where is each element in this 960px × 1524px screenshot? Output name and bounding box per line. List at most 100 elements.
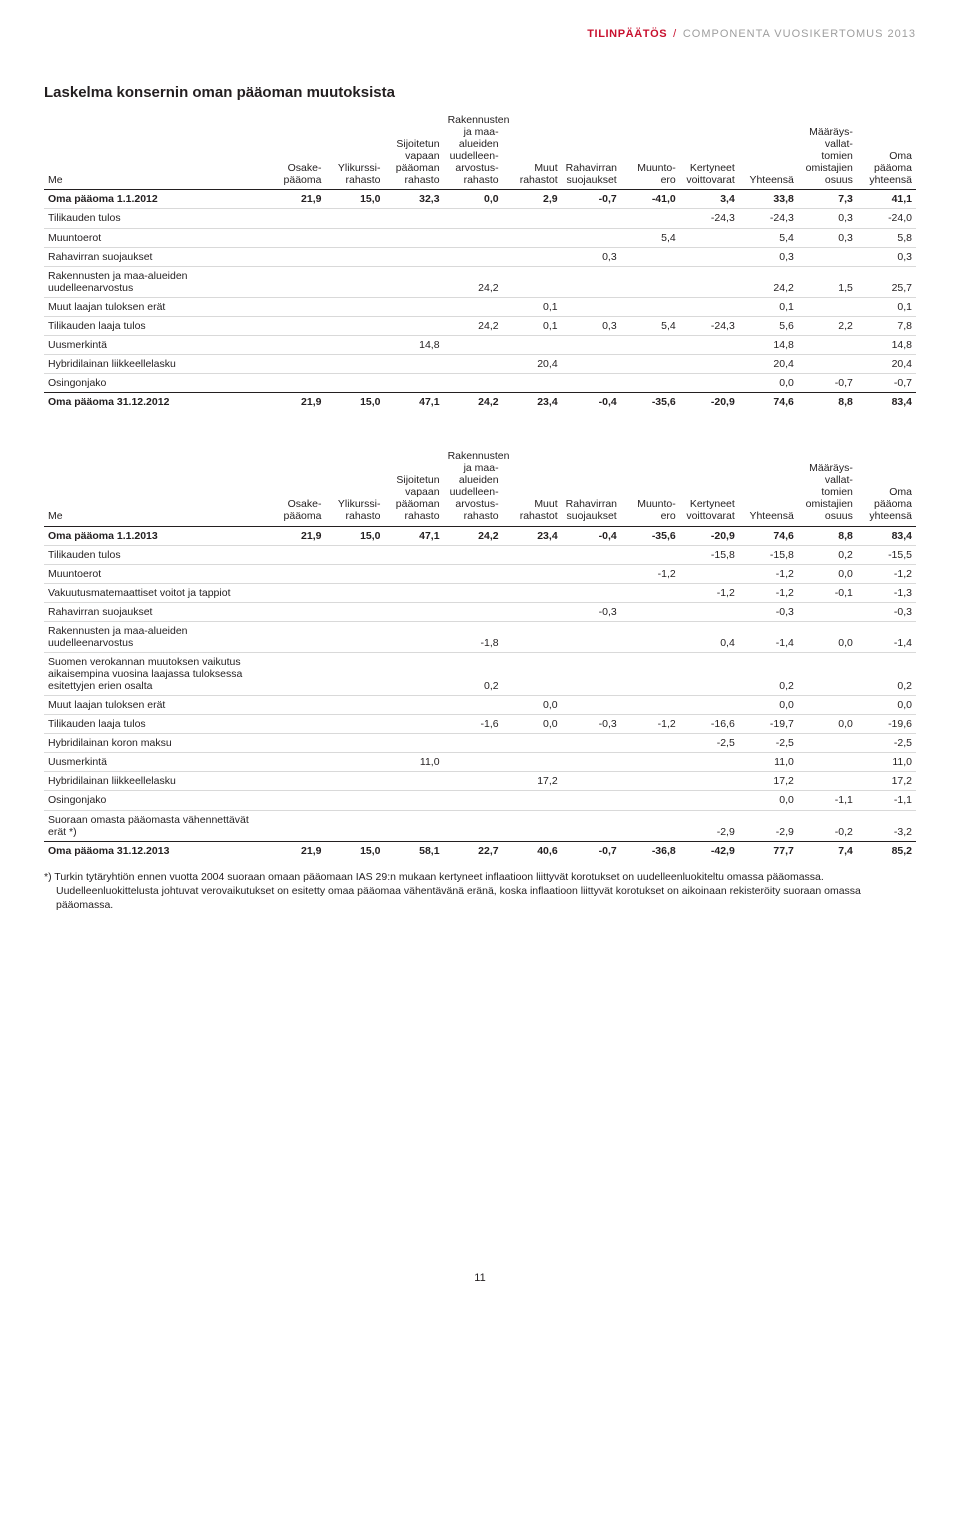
cell-value bbox=[562, 297, 621, 316]
row-label: Hybridilainan liikkeellelasku bbox=[44, 354, 266, 373]
cell-value bbox=[621, 335, 680, 354]
cell-value: 23,4 bbox=[503, 393, 562, 412]
cell-value bbox=[444, 209, 503, 228]
cell-value bbox=[680, 696, 739, 715]
col-header: Määräys-vallat-tomienomistajienosuus bbox=[798, 111, 857, 190]
cell-value bbox=[385, 374, 444, 393]
cell-value: 1,5 bbox=[798, 266, 857, 297]
cell-value: -1,2 bbox=[621, 564, 680, 583]
cell-value: -1,2 bbox=[739, 583, 798, 602]
cell-value bbox=[680, 228, 739, 247]
table-row: Hybridilainan liikkeellelasku20,420,420,… bbox=[44, 354, 916, 373]
cell-value: -0,7 bbox=[562, 190, 621, 209]
cell-value: 83,4 bbox=[857, 393, 916, 412]
cell-value bbox=[444, 583, 503, 602]
row-label: Muut laajan tuloksen erät bbox=[44, 696, 266, 715]
row-label: Suoraan omasta pääomasta vähennettävät e… bbox=[44, 810, 266, 841]
col-header: Kertyneetvoittovarat bbox=[680, 111, 739, 190]
col-header: Omapääomayhteensä bbox=[857, 111, 916, 190]
cell-value: -1,2 bbox=[680, 583, 739, 602]
cell-value bbox=[798, 753, 857, 772]
col-header: Muutrahastot bbox=[503, 447, 562, 526]
cell-value bbox=[621, 696, 680, 715]
cell-value bbox=[385, 734, 444, 753]
cell-value bbox=[266, 602, 325, 621]
row-label: Tilikauden laaja tulos bbox=[44, 715, 266, 734]
cell-value: 20,4 bbox=[857, 354, 916, 373]
cell-value bbox=[444, 335, 503, 354]
cell-value bbox=[798, 354, 857, 373]
cell-value bbox=[798, 297, 857, 316]
row-label: Vakuutusmatemaattiset voitot ja tappiot bbox=[44, 583, 266, 602]
col-header: Muunto-ero bbox=[621, 111, 680, 190]
page-number: 11 bbox=[44, 1272, 916, 1284]
cell-value bbox=[562, 266, 621, 297]
cell-value bbox=[266, 354, 325, 373]
table-row: Osingonjako0,0-0,7-0,7 bbox=[44, 374, 916, 393]
cell-value bbox=[444, 696, 503, 715]
cell-value: -19,6 bbox=[857, 715, 916, 734]
col-header: Ylikurssi-rahasto bbox=[325, 447, 384, 526]
cell-value bbox=[798, 335, 857, 354]
cell-value: 74,6 bbox=[739, 393, 798, 412]
col-header: Omapääomayhteensä bbox=[857, 447, 916, 526]
col-header: Rahavirransuojaukset bbox=[562, 111, 621, 190]
cell-value bbox=[444, 772, 503, 791]
cell-value: 0,1 bbox=[739, 297, 798, 316]
cell-value bbox=[798, 734, 857, 753]
cell-value: 0,3 bbox=[739, 247, 798, 266]
cell-value bbox=[680, 354, 739, 373]
col-header: Sijoitetunvapaanpääomanrahasto bbox=[385, 111, 444, 190]
row-label: Rakennusten ja maa-alueiden uudelleenarv… bbox=[44, 621, 266, 652]
cell-value bbox=[680, 247, 739, 266]
cell-value: 11,0 bbox=[739, 753, 798, 772]
cell-value bbox=[385, 247, 444, 266]
row-label: Oma pääoma 31.12.2013 bbox=[44, 841, 266, 860]
row-label: Rahavirran suojaukset bbox=[44, 247, 266, 266]
cell-value bbox=[562, 335, 621, 354]
cell-value bbox=[444, 545, 503, 564]
cell-value bbox=[444, 228, 503, 247]
cell-value bbox=[562, 791, 621, 810]
cell-value: 0,0 bbox=[798, 715, 857, 734]
cell-value: 5,8 bbox=[857, 228, 916, 247]
cell-value: -1,1 bbox=[798, 791, 857, 810]
cell-value bbox=[385, 564, 444, 583]
cell-value: 24,2 bbox=[444, 393, 503, 412]
cell-value bbox=[621, 374, 680, 393]
row-label: Muuntoerot bbox=[44, 228, 266, 247]
cell-value: -0,7 bbox=[798, 374, 857, 393]
table-row: Suomen verokannan muutoksen vaikutus aik… bbox=[44, 652, 916, 695]
cell-value: 85,2 bbox=[857, 841, 916, 860]
cell-value bbox=[680, 564, 739, 583]
col-label: Me bbox=[44, 447, 266, 526]
cell-value bbox=[621, 734, 680, 753]
cell-value bbox=[503, 734, 562, 753]
cell-value: -1,1 bbox=[857, 791, 916, 810]
page-title: Laskelma konsernin oman pääoman muutoksi… bbox=[44, 84, 916, 101]
cell-value bbox=[266, 228, 325, 247]
row-label: Oma pääoma 31.12.2012 bbox=[44, 393, 266, 412]
cell-value bbox=[325, 753, 384, 772]
cell-value bbox=[798, 652, 857, 695]
row-label: Uusmerkintä bbox=[44, 335, 266, 354]
row-label: Osingonjako bbox=[44, 791, 266, 810]
table-body: Oma pääoma 1.1.201321,915,047,124,223,4-… bbox=[44, 526, 916, 860]
cell-value: -2,5 bbox=[680, 734, 739, 753]
cell-value bbox=[266, 621, 325, 652]
cell-value: -20,9 bbox=[680, 393, 739, 412]
cell-value: -15,5 bbox=[857, 545, 916, 564]
cell-value bbox=[385, 354, 444, 373]
header-rest: COMPONENTA VUOSIKERTOMUS 2013 bbox=[683, 28, 916, 40]
cell-value bbox=[503, 374, 562, 393]
cell-value bbox=[266, 652, 325, 695]
cell-value bbox=[562, 545, 621, 564]
cell-value: 22,7 bbox=[444, 841, 503, 860]
cell-value: -2,9 bbox=[739, 810, 798, 841]
col-header: Rakennustenja maa-alueidenuudelleen-arvo… bbox=[444, 111, 503, 190]
cell-value bbox=[385, 545, 444, 564]
cell-value bbox=[444, 791, 503, 810]
table-row: Tilikauden laaja tulos24,20,10,35,4-24,3… bbox=[44, 316, 916, 335]
cell-value bbox=[562, 354, 621, 373]
cell-value bbox=[325, 791, 384, 810]
